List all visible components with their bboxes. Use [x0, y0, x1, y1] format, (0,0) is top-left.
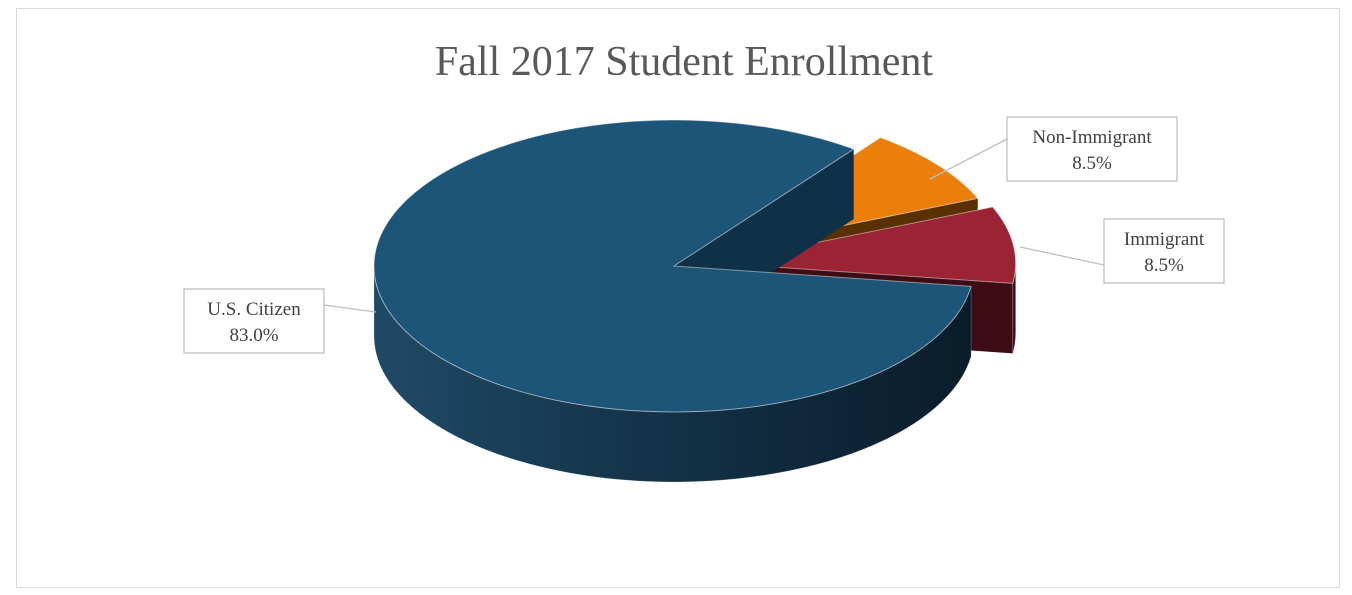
data-label-box	[183, 288, 325, 354]
leader-line-non-immigrant	[929, 138, 1008, 180]
leader-line-us-citizen	[323, 304, 377, 313]
data-label-category: U.S. Citizen	[207, 299, 301, 320]
data-label-value: 8.5%	[1144, 255, 1184, 276]
pie-slice-us-citizen-top	[373, 119, 972, 413]
data-label-us-citizen: U.S. Citizen 83.0%	[183, 288, 325, 354]
data-label-box	[1103, 218, 1225, 284]
data-label-immigrant: Immigrant 8.5%	[1103, 218, 1225, 284]
pie-slice-immigrant-top	[715, 206, 1017, 284]
data-label-category: Immigrant	[1124, 229, 1205, 250]
pie-chart: U.S. Citizen83.0%Non-Immigrant8.5%Immigr…	[183, 39, 1225, 483]
data-label-value: 83.0%	[229, 325, 278, 346]
data-label-non-immigrant: Non-Immigrant 8.5%	[1006, 116, 1178, 182]
chart-title: Fall 2017 Student Enrollment	[435, 39, 933, 85]
data-label-box	[1006, 116, 1178, 182]
data-label-value: 8.5%	[1072, 153, 1112, 174]
pie-slice-us-citizen	[373, 119, 972, 483]
data-label-category: Non-Immigrant	[1032, 127, 1152, 148]
chart-area: U.S. Citizen 83.0% Non-Immigrant 8.5% Immigr…	[16, 8, 1340, 588]
leader-line-immigrant	[1019, 246, 1105, 266]
